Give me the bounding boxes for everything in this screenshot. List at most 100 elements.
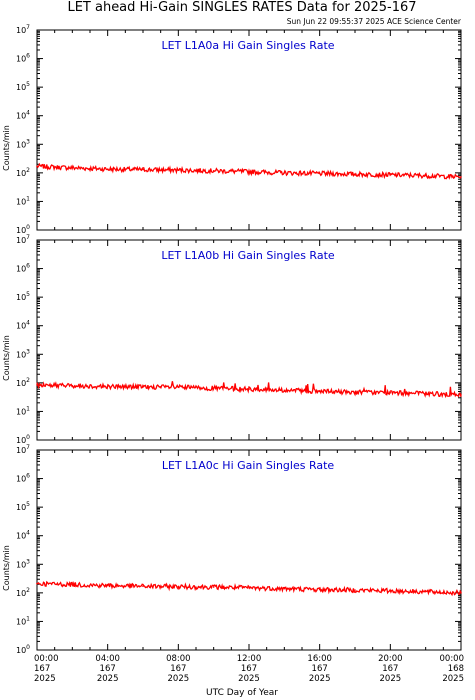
y-tick-exponent: 3 bbox=[26, 558, 30, 565]
y-tick-base: 10 bbox=[16, 446, 26, 455]
data-point bbox=[283, 172, 286, 174]
y-tick-base: 10 bbox=[16, 226, 26, 235]
y-tick-base: 10 bbox=[16, 197, 26, 206]
y-tick-label: 107 bbox=[16, 24, 30, 35]
y-tick-exponent: 5 bbox=[26, 81, 30, 88]
data-point bbox=[71, 167, 74, 169]
y-tick-exponent: 1 bbox=[26, 615, 30, 622]
y-tick-label: 104 bbox=[16, 530, 30, 541]
x-tick-label-day: 168 bbox=[448, 664, 464, 674]
data-point bbox=[460, 394, 462, 396]
y-tick-base: 10 bbox=[16, 83, 26, 92]
x-tick-label-time: 08:00 bbox=[166, 654, 191, 664]
y-tick-exponent: 0 bbox=[26, 644, 30, 651]
y-axis-label: Counts/min bbox=[2, 545, 11, 591]
x-axis: 00:00167202504:00167202508:00167202512:0… bbox=[34, 654, 464, 684]
y-tick-label: 102 bbox=[16, 587, 30, 598]
data-point bbox=[142, 585, 144, 588]
y-tick-base: 10 bbox=[16, 503, 26, 512]
data-point bbox=[283, 389, 286, 392]
data-point bbox=[354, 173, 356, 175]
y-tick-label: 100 bbox=[16, 434, 30, 445]
data-point bbox=[177, 386, 180, 389]
y-tick-exponent: 5 bbox=[26, 291, 30, 298]
y-tick-label: 107 bbox=[16, 234, 30, 245]
data-point bbox=[354, 391, 356, 394]
y-tick-base: 10 bbox=[16, 617, 26, 626]
x-tick-label-year: 2025 bbox=[380, 674, 402, 684]
y-tick-label: 103 bbox=[16, 348, 30, 359]
x-tick-label-time: 00:00 bbox=[440, 654, 465, 664]
x-tick-label-time: 12:00 bbox=[237, 654, 262, 664]
data-point bbox=[177, 169, 180, 171]
y-tick-exponent: 2 bbox=[26, 377, 30, 384]
y-tick-base: 10 bbox=[16, 560, 26, 569]
data-point bbox=[212, 387, 215, 390]
x-tick-label-day: 167 bbox=[382, 664, 398, 674]
y-tick-label: 105 bbox=[16, 501, 30, 512]
y-tick-label: 105 bbox=[16, 291, 30, 302]
y-tick-label: 104 bbox=[16, 110, 30, 121]
x-tick-label-time: 16:00 bbox=[307, 654, 332, 664]
y-tick-base: 10 bbox=[16, 26, 26, 35]
y-tick-exponent: 3 bbox=[26, 138, 30, 145]
y-axis-label: Counts/min bbox=[2, 335, 11, 381]
data-point bbox=[142, 386, 144, 388]
data-point bbox=[460, 176, 462, 178]
y-axis-label: Counts/min bbox=[2, 125, 11, 171]
data-point bbox=[106, 385, 109, 388]
data-point bbox=[71, 583, 74, 586]
y-tick-base: 10 bbox=[16, 265, 26, 274]
data-point bbox=[36, 582, 38, 585]
data-point bbox=[36, 165, 38, 168]
data-point bbox=[283, 587, 286, 590]
x-tick-label-year: 2025 bbox=[97, 674, 119, 684]
data-point bbox=[318, 172, 321, 175]
data-point bbox=[36, 384, 38, 386]
y-tick-exponent: 6 bbox=[26, 473, 30, 480]
y-tick-label: 101 bbox=[16, 615, 30, 626]
data-point bbox=[389, 391, 392, 394]
y-tick-exponent: 0 bbox=[26, 224, 30, 231]
y-tick-base: 10 bbox=[16, 646, 26, 655]
panel-label: LET L1A0b Hi Gain Singles Rate bbox=[161, 249, 335, 262]
y-tick-exponent: 7 bbox=[26, 444, 30, 451]
y-tick-base: 10 bbox=[16, 322, 26, 331]
y-tick-base: 10 bbox=[16, 293, 26, 302]
y-tick-exponent: 3 bbox=[26, 348, 30, 355]
data-point bbox=[389, 590, 392, 592]
y-tick-label: 101 bbox=[16, 405, 30, 416]
y-tick-label: 102 bbox=[16, 167, 30, 178]
x-tick-label-day: 167 bbox=[170, 664, 186, 674]
x-tick-label-year: 2025 bbox=[442, 674, 464, 684]
y-tick-label: 106 bbox=[16, 473, 30, 484]
series-points bbox=[36, 384, 462, 396]
x-tick-label-year: 2025 bbox=[238, 674, 260, 684]
y-tick-label: 103 bbox=[16, 138, 30, 149]
y-tick-exponent: 5 bbox=[26, 501, 30, 508]
data-point bbox=[142, 168, 144, 171]
y-tick-exponent: 7 bbox=[26, 234, 30, 241]
y-tick-base: 10 bbox=[16, 475, 26, 484]
x-tick-label-day: 167 bbox=[241, 664, 257, 674]
data-point bbox=[424, 392, 427, 395]
data-point bbox=[248, 170, 250, 173]
series-points bbox=[36, 165, 462, 178]
data-point bbox=[354, 589, 356, 591]
x-tick-label-time: 20:00 bbox=[378, 654, 403, 664]
y-tick-base: 10 bbox=[16, 169, 26, 178]
y-tick-base: 10 bbox=[16, 532, 26, 541]
y-tick-exponent: 2 bbox=[26, 587, 30, 594]
data-point bbox=[212, 170, 215, 172]
x-tick-label-day: 167 bbox=[312, 664, 328, 674]
data-point bbox=[106, 584, 109, 587]
x-tick-label-time: 04:00 bbox=[95, 654, 120, 664]
data-point bbox=[212, 586, 215, 588]
x-tick-label-time: 00:00 bbox=[34, 654, 59, 664]
y-tick-exponent: 0 bbox=[26, 434, 30, 441]
data-point bbox=[71, 384, 74, 387]
plot-frame bbox=[36, 29, 462, 231]
